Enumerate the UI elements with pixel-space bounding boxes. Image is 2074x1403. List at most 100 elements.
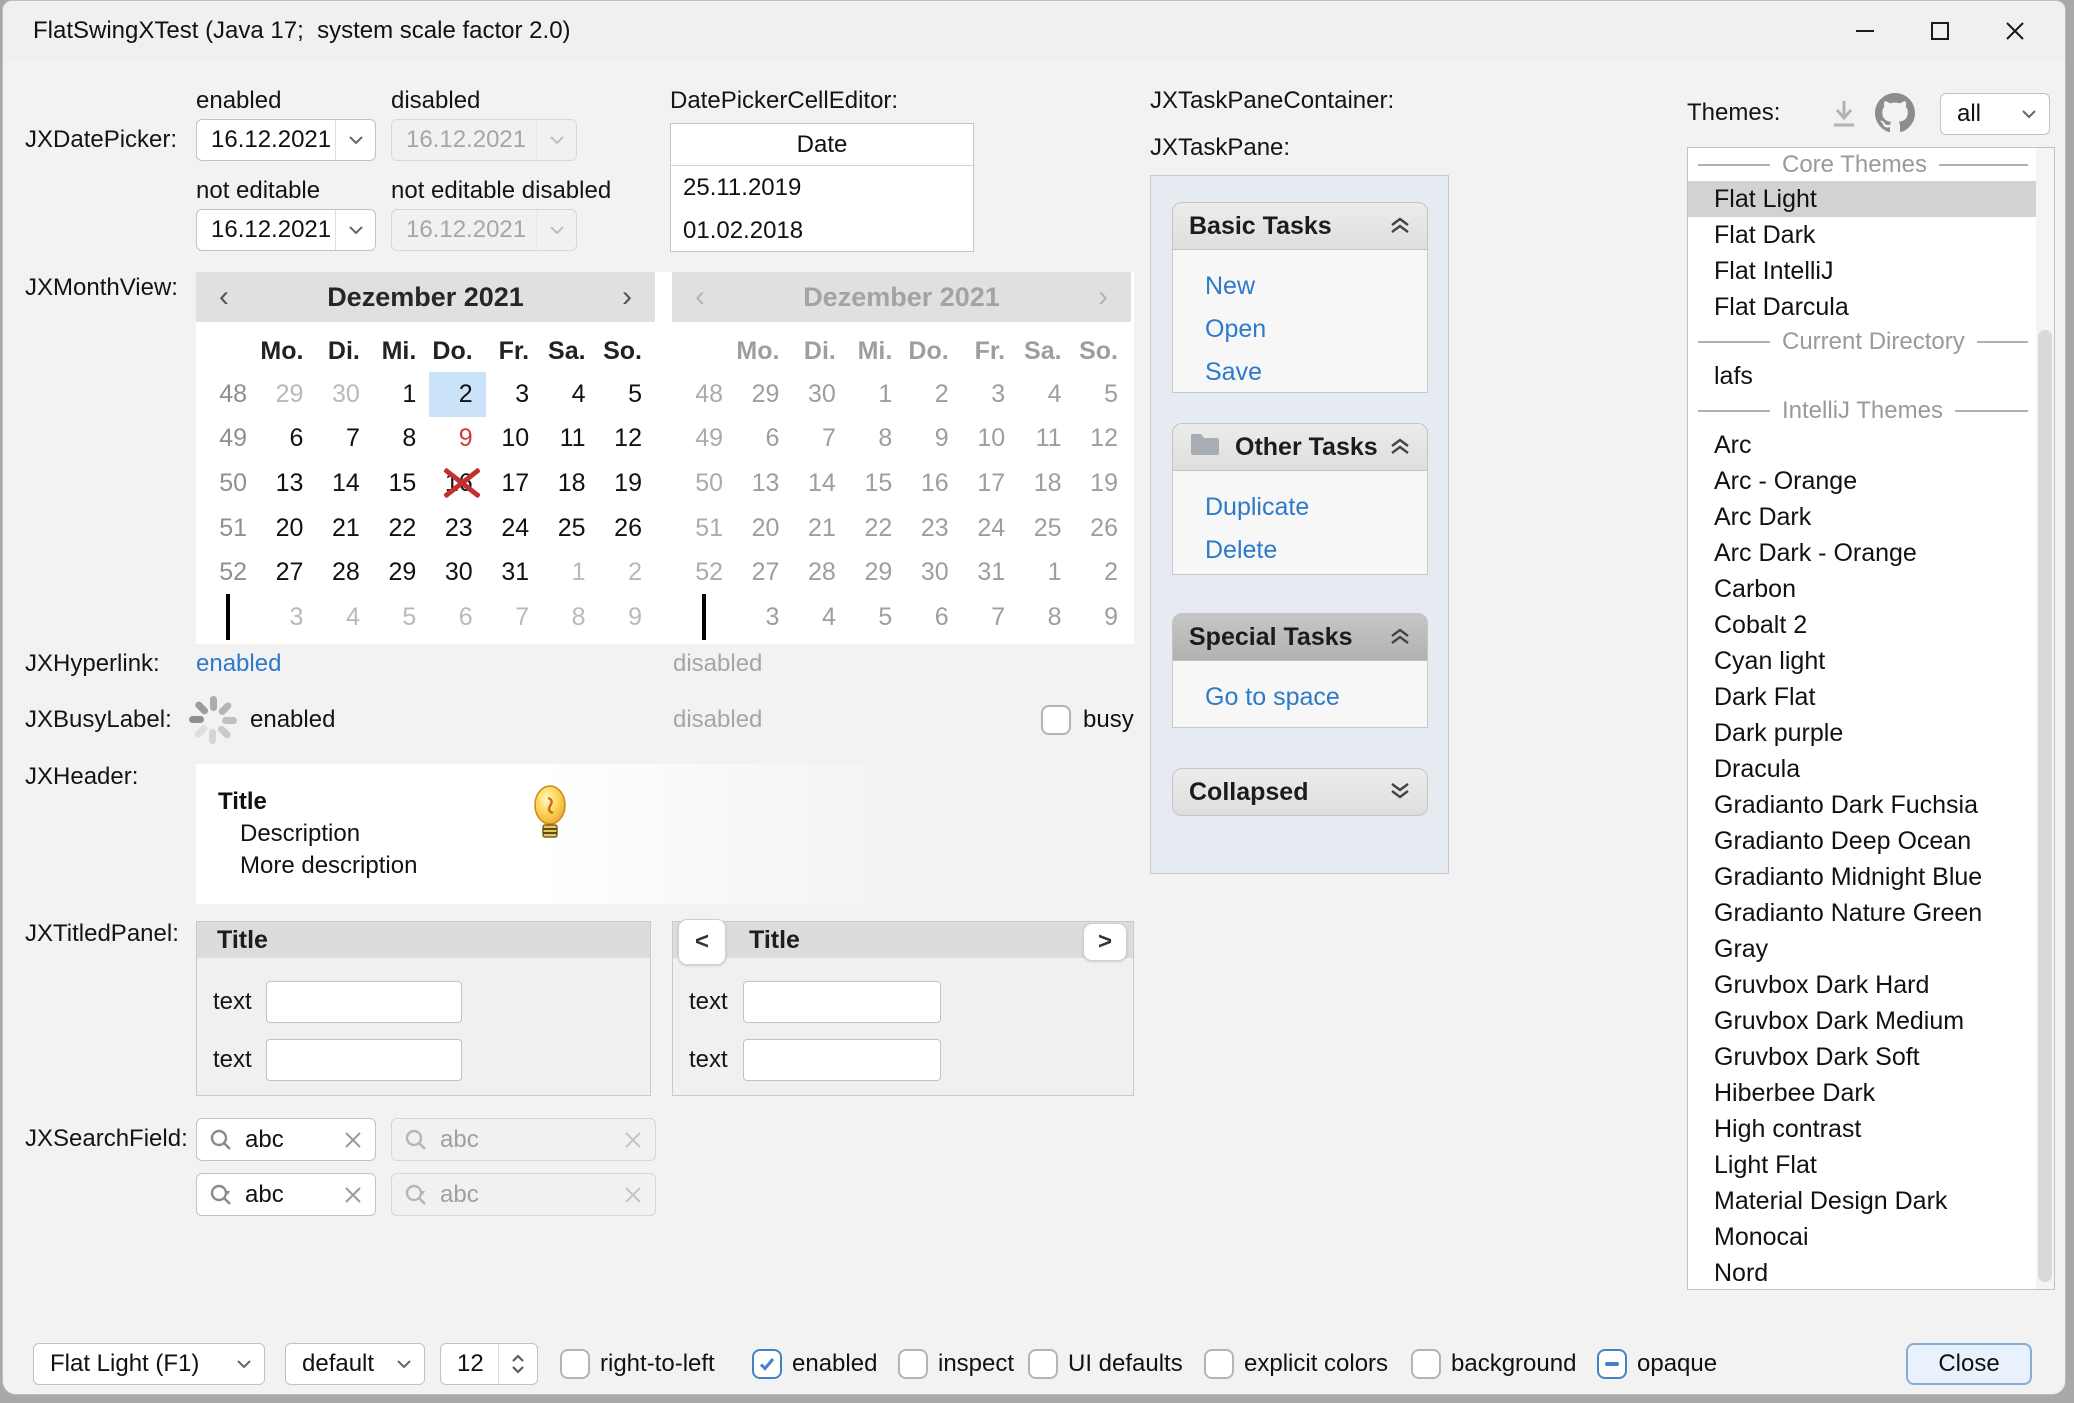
calendar-day[interactable]: 30 — [332, 379, 360, 408]
datepicker-not-editable[interactable]: 16.12.2021 — [196, 209, 376, 251]
calendar-day[interactable]: 28 — [332, 558, 360, 587]
taskpane-link-save[interactable]: Save — [1205, 358, 1262, 386]
themes-scrollbar[interactable] — [2036, 148, 2054, 1289]
checkbox-inspect[interactable] — [898, 1349, 928, 1379]
table-row[interactable]: 25.11.2019 — [683, 173, 802, 201]
calendar-day[interactable]: 7 — [515, 602, 530, 631]
taskpane-header[interactable]: Collapsed — [1172, 768, 1428, 816]
theme-list-item[interactable]: Flat IntelliJ — [1714, 256, 1834, 285]
taskpane-link-open[interactable]: Open — [1205, 315, 1267, 343]
calendar-day[interactable]: 8 — [571, 602, 586, 631]
checkbox-right-to-left[interactable] — [560, 1349, 590, 1379]
taskpane-header[interactable]: Special Tasks — [1172, 613, 1428, 661]
calendar-day[interactable]: 3 — [515, 379, 530, 408]
theme-list-item[interactable]: Arc Dark - Orange — [1714, 538, 1917, 567]
theme-list-item[interactable]: Gradianto Nature Green — [1714, 898, 1983, 927]
theme-list-item[interactable]: Cobalt 2 — [1714, 610, 1808, 639]
theme-list-item[interactable]: Dracula — [1714, 754, 1801, 783]
taskpane-link-new[interactable]: New — [1205, 272, 1256, 300]
theme-list-item[interactable]: Gruvbox Dark Soft — [1714, 1042, 1920, 1071]
theme-list-item[interactable]: Dark purple — [1714, 718, 1844, 747]
calendar-day[interactable]: 3 — [289, 602, 304, 631]
themes-filter-combo[interactable]: all — [1940, 93, 2050, 135]
theme-list-item[interactable]: Hiberbee Dark — [1714, 1078, 1876, 1107]
titled-panel-prev-button[interactable]: < — [678, 919, 726, 965]
cell-editor-table[interactable]: Date 25.11.2019 01.02.2018 — [670, 123, 974, 252]
calendar-day[interactable]: 6 — [289, 424, 304, 453]
font-combo[interactable]: default — [285, 1343, 425, 1385]
calendar-day[interactable]: 25 — [557, 513, 586, 542]
calendar-day[interactable]: 18 — [557, 468, 586, 497]
calendar-day[interactable]: 23 — [444, 513, 473, 542]
clear-icon[interactable] — [331, 1130, 375, 1150]
checkbox-enabled[interactable] — [752, 1349, 782, 1379]
taskpane-link-go-to-space[interactable]: Go to space — [1205, 683, 1340, 711]
calendar-day[interactable]: 6 — [458, 602, 473, 631]
scrollbar-thumb[interactable] — [2038, 330, 2052, 1282]
taskpane-header[interactable]: Basic Tasks — [1172, 202, 1428, 250]
themes-list[interactable]: Core Themes Flat Light Flat Dark Flat Intel… — [1687, 147, 2055, 1290]
theme-list-item[interactable]: Gradianto Deep Ocean — [1714, 826, 1972, 855]
calendar-day[interactable]: 11 — [559, 424, 586, 453]
calendar-day[interactable]: 5 — [628, 379, 642, 408]
laf-combo[interactable]: Flat Light (F1) — [33, 1343, 265, 1385]
text-input[interactable] — [266, 981, 462, 1023]
calendar-next-button[interactable]: › — [622, 280, 632, 313]
github-icon[interactable] — [1875, 93, 1915, 133]
clear-icon[interactable] — [331, 1185, 375, 1205]
theme-list-item[interactable]: Gruvbox Dark Medium — [1714, 1006, 1965, 1035]
monthview-calendar-enabled[interactable]: ‹ Dezember 2021 › Mo. Di. Mi. Do. Fr. Sa. So. 48 29… — [196, 272, 655, 644]
theme-list-item[interactable]: Carbon — [1714, 574, 1796, 603]
theme-list-item[interactable]: Flat Dark — [1714, 220, 1816, 249]
theme-list-item[interactable]: Monocai — [1714, 1222, 1809, 1251]
chevron-double-up-icon[interactable] — [1389, 212, 1411, 241]
calendar-day[interactable]: 8 — [402, 424, 417, 453]
calendar-day[interactable]: 20 — [275, 513, 304, 542]
close-window-button[interactable] — [1992, 9, 2038, 53]
calendar-prev-button[interactable]: ‹ — [219, 280, 229, 313]
checkbox-explicit-colors[interactable] — [1204, 1349, 1234, 1379]
calendar-day[interactable]: 7 — [345, 424, 360, 453]
theme-list-item[interactable]: Flat Darcula — [1714, 292, 1849, 321]
maximize-button[interactable] — [1917, 9, 1963, 53]
search-input[interactable]: abc — [245, 1180, 284, 1208]
chevron-double-down-icon[interactable] — [1389, 778, 1411, 807]
chevron-down-icon[interactable] — [335, 210, 375, 250]
calendar-day[interactable]: 5 — [402, 602, 417, 631]
checkbox-background[interactable] — [1411, 1349, 1441, 1379]
calendar-day[interactable]: 17 — [501, 468, 530, 497]
checkbox-opaque[interactable] — [1597, 1349, 1627, 1379]
calendar-day[interactable]: 29 — [388, 558, 417, 587]
chevron-double-up-icon[interactable] — [1389, 433, 1411, 462]
calendar-day[interactable]: 10 — [501, 424, 530, 453]
text-input[interactable] — [743, 981, 941, 1023]
titled-panel-next-button[interactable]: > — [1083, 923, 1127, 961]
calendar-day[interactable]: 29 — [275, 379, 304, 408]
checkbox-ui-defaults[interactable] — [1028, 1349, 1058, 1379]
chevron-down-icon[interactable] — [335, 120, 375, 160]
text-input[interactable] — [743, 1039, 941, 1081]
minimize-button[interactable] — [1842, 9, 1888, 53]
theme-list-item[interactable]: Dark Flat — [1714, 682, 1816, 711]
taskpane-link-delete[interactable]: Delete — [1205, 536, 1278, 564]
taskpane-header[interactable]: Other Tasks — [1172, 423, 1428, 471]
theme-list-item[interactable]: lafs — [1714, 361, 1753, 390]
busy-checkbox[interactable] — [1041, 705, 1071, 735]
calendar-day[interactable]: 13 — [275, 468, 304, 497]
chevron-double-up-icon[interactable] — [1389, 623, 1411, 652]
search-field[interactable]: abc — [196, 1118, 376, 1161]
theme-list-item[interactable]: High contrast — [1714, 1114, 1862, 1143]
search-icon[interactable] — [197, 1127, 245, 1153]
taskpane-link-duplicate[interactable]: Duplicate — [1205, 493, 1310, 521]
theme-list-item[interactable]: Gradianto Midnight Blue — [1714, 862, 1983, 891]
search-input[interactable]: abc — [245, 1125, 284, 1153]
datepicker-enabled[interactable]: 16.12.2021 — [196, 119, 376, 161]
calendar-day[interactable]: 12 — [614, 424, 642, 453]
theme-list-item[interactable]: Nord — [1714, 1258, 1769, 1287]
calendar-day[interactable]: 31 — [501, 558, 530, 587]
theme-list-item[interactable]: Gruvbox Dark Hard — [1714, 970, 1930, 999]
calendar-day[interactable]: 2 — [628, 558, 642, 587]
spinner-buttons[interactable] — [497, 1344, 537, 1384]
calendar-day[interactable]: 1 — [402, 379, 417, 408]
theme-list-item[interactable]: Arc Dark — [1714, 502, 1812, 531]
